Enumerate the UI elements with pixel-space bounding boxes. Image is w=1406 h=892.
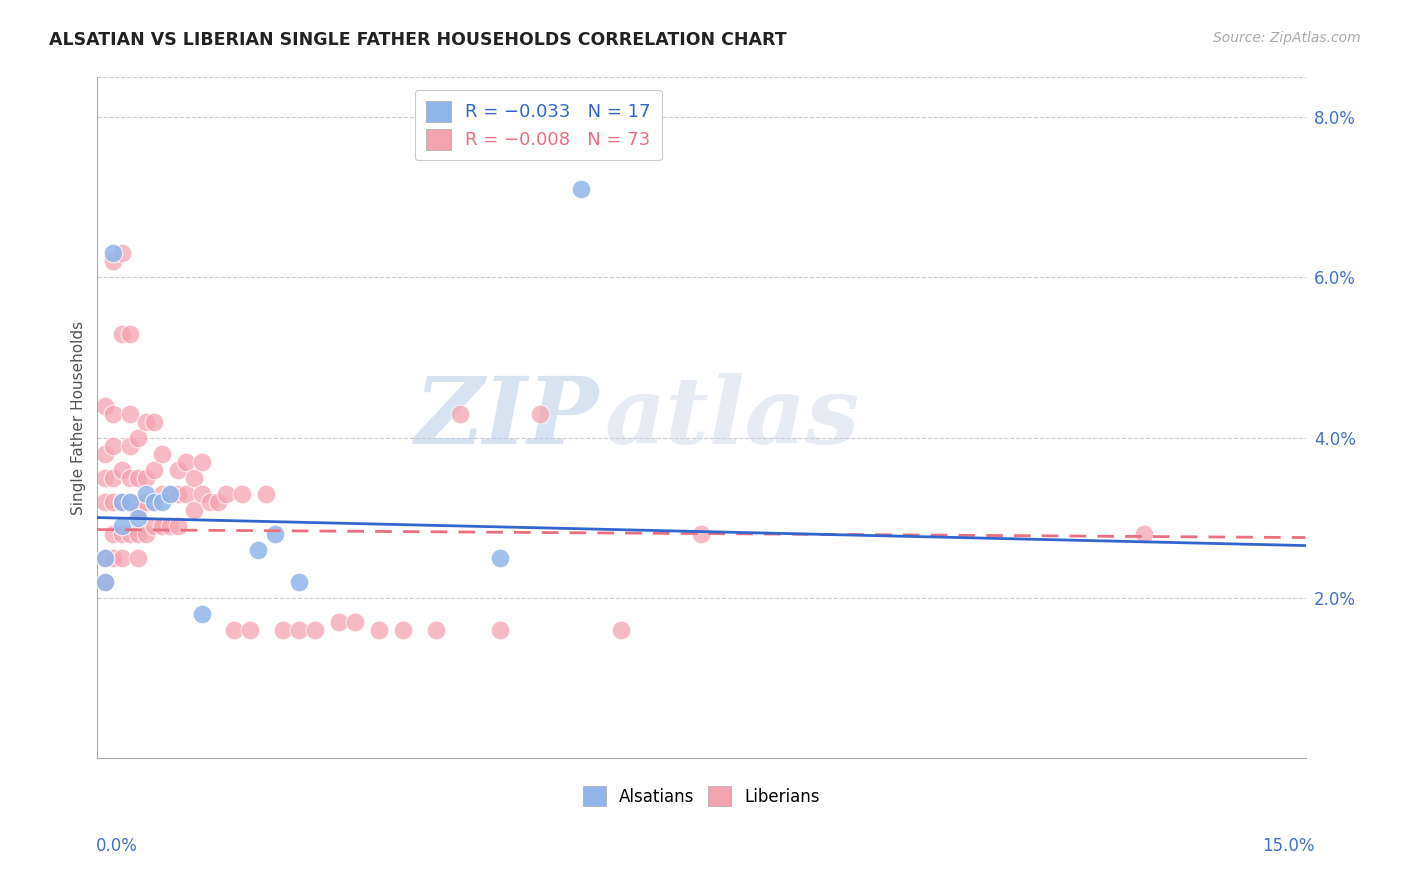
Point — [103, 407, 125, 421]
Point — [118, 438, 141, 452]
Y-axis label: Single Father Households: Single Father Households — [72, 320, 86, 515]
Text: 0.0%: 0.0% — [96, 837, 138, 855]
Point — [449, 407, 471, 421]
Point — [142, 494, 165, 508]
Point — [110, 494, 132, 508]
Text: ALSATIAN VS LIBERIAN SINGLE FATHER HOUSEHOLDS CORRELATION CHART: ALSATIAN VS LIBERIAN SINGLE FATHER HOUSE… — [49, 31, 787, 49]
Point — [94, 550, 117, 565]
Point — [103, 526, 125, 541]
Point — [198, 494, 221, 508]
Point — [569, 182, 592, 196]
Point — [150, 486, 173, 500]
Point — [94, 550, 117, 565]
Point — [328, 615, 350, 629]
Point — [94, 470, 117, 484]
Point — [183, 502, 205, 516]
Point — [110, 462, 132, 476]
Text: ZIP: ZIP — [415, 373, 599, 463]
Point — [224, 623, 246, 637]
Point — [256, 486, 278, 500]
Point — [127, 526, 149, 541]
Point — [529, 407, 551, 421]
Point — [489, 623, 512, 637]
Point — [135, 470, 157, 484]
Point — [142, 494, 165, 508]
Point — [159, 518, 181, 533]
Point — [191, 454, 214, 468]
Point — [191, 607, 214, 621]
Point — [344, 615, 367, 629]
Text: atlas: atlas — [605, 373, 860, 463]
Point — [174, 454, 197, 468]
Point — [118, 494, 141, 508]
Point — [135, 494, 157, 508]
Point — [94, 446, 117, 460]
Point — [110, 326, 132, 341]
Point — [127, 431, 149, 445]
Point — [392, 623, 415, 637]
Point — [271, 623, 294, 637]
Point — [135, 486, 157, 500]
Point — [127, 470, 149, 484]
Point — [127, 550, 149, 565]
Text: 15.0%: 15.0% — [1263, 837, 1315, 855]
Point — [304, 623, 326, 637]
Point — [1133, 526, 1156, 541]
Point — [94, 494, 117, 508]
Point — [247, 542, 270, 557]
Point — [231, 486, 253, 500]
Point — [610, 623, 633, 637]
Point — [142, 518, 165, 533]
Point — [118, 494, 141, 508]
Point — [191, 486, 214, 500]
Point — [167, 518, 190, 533]
Point — [183, 470, 205, 484]
Point — [103, 254, 125, 268]
Point — [110, 526, 132, 541]
Point — [368, 623, 391, 637]
Point — [159, 486, 181, 500]
Point — [167, 486, 190, 500]
Point — [215, 486, 238, 500]
Point — [239, 623, 262, 637]
Point — [103, 246, 125, 260]
Point — [207, 494, 229, 508]
Point — [263, 526, 285, 541]
Point — [150, 518, 173, 533]
Point — [118, 407, 141, 421]
Point — [287, 574, 309, 589]
Point — [135, 415, 157, 429]
Point — [110, 518, 132, 533]
Point — [425, 623, 447, 637]
Point — [118, 526, 141, 541]
Point — [103, 438, 125, 452]
Point — [118, 326, 141, 341]
Point — [150, 446, 173, 460]
Point — [110, 246, 132, 260]
Point — [103, 550, 125, 565]
Text: Source: ZipAtlas.com: Source: ZipAtlas.com — [1213, 31, 1361, 45]
Point — [94, 574, 117, 589]
Point — [142, 415, 165, 429]
Point — [94, 574, 117, 589]
Point — [489, 550, 512, 565]
Point — [167, 462, 190, 476]
Point — [127, 510, 149, 524]
Point — [159, 486, 181, 500]
Point — [118, 470, 141, 484]
Point — [174, 486, 197, 500]
Point — [103, 494, 125, 508]
Point — [690, 526, 713, 541]
Point — [150, 494, 173, 508]
Point — [103, 470, 125, 484]
Point — [127, 502, 149, 516]
Legend: Alsatians, Liberians: Alsatians, Liberians — [574, 778, 828, 814]
Point — [135, 526, 157, 541]
Point — [110, 550, 132, 565]
Point — [287, 623, 309, 637]
Point — [110, 494, 132, 508]
Point — [142, 462, 165, 476]
Point — [94, 399, 117, 413]
